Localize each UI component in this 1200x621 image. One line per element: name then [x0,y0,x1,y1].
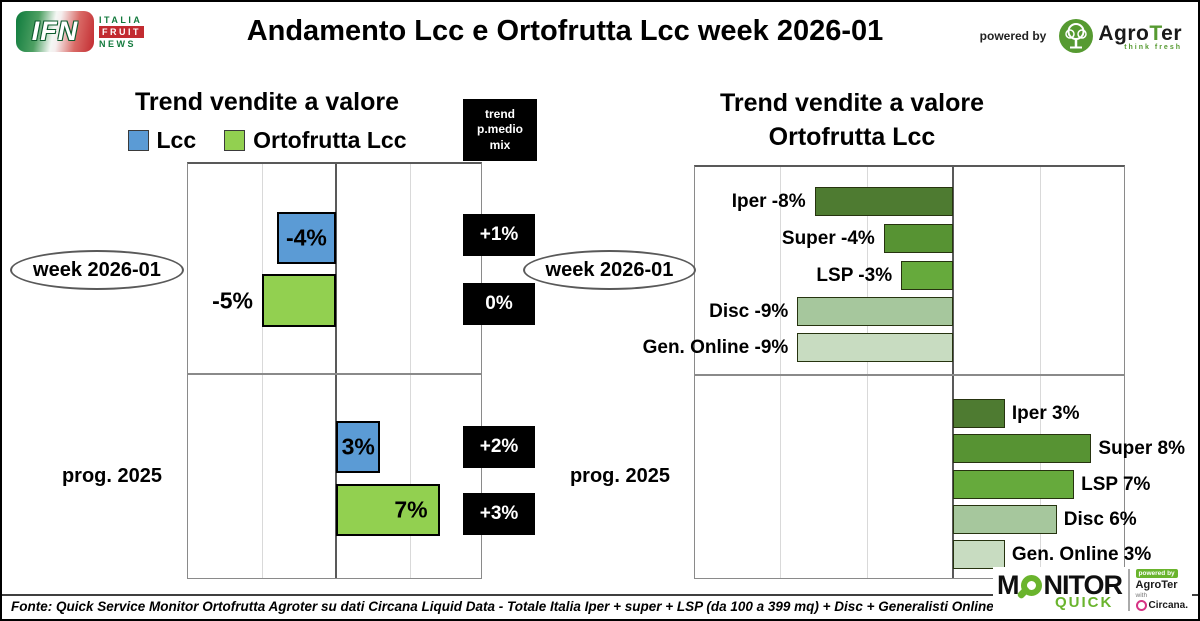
mq-agroter: AgroTer [1135,579,1178,591]
bar-ortofrutta-lcc [262,274,336,327]
legend-label-ortofrutta: Ortofrutta Lcc [253,127,407,153]
agroter-name: AgroTer [1098,21,1182,45]
trend-pmedio-mix-header: trend p.medio mix [463,99,537,161]
trend-pmedio-box: +2% [463,426,535,468]
ifn-wordmark: ITALIA FRUIT NEWS [99,15,144,49]
bar-category-label: Super 8% [1098,437,1185,459]
monitor-logo-credits: powered by AgroTer with Circana. [1135,569,1188,611]
bar-lcc [336,421,381,473]
trend-pmedio-box: 0% [463,283,535,325]
left-chart-plot-area: -4% -5% 3% 7% [187,162,482,579]
mq-powered-by: powered by [1135,569,1178,578]
ifn-logo: IFN ITALIA FRUIT NEWS [16,11,144,52]
left-chart-legend: Lcc Ortofrutta Lcc [87,127,447,154]
bar-disc [953,505,1057,534]
bar-disc [797,297,953,326]
powered-by-label: powered by [979,29,1047,43]
gridline [866,167,868,578]
legend-item-ortofrutta: Ortofrutta Lcc [224,127,406,154]
ifn-line-fruit: FRUIT [99,25,144,38]
gridline [780,167,781,578]
trend-pmedio-box: +1% [463,214,535,256]
agroter-logo: AgroTer think fresh [1058,18,1182,54]
bar-category-label: Super -4% [781,227,875,249]
pmedio-line-2: p.medio [476,122,523,137]
circana-logo: Circana. [1136,600,1188,611]
powered-by-block: powered by AgroTer think fresh [980,18,1182,54]
right-prog-label: prog. 2025 [569,465,671,487]
bar-category-label: Disc -9% [709,300,789,322]
right-chart-title-line1: Trend vendite a valore [720,89,984,117]
right-chart-title: Trend vendite a valore Ortofrutta Lcc [652,86,1052,154]
bar-category-label: LSP 7% [1081,473,1151,495]
source-note: Fonte: Quick Service Monitor Ortofrutta … [11,599,1030,614]
gridline [1039,167,1041,578]
right-chart-title-line2: Ortofrutta Lcc [768,123,936,151]
quick-word: QUICK [1055,593,1114,611]
monitor-logo-divider [1128,569,1130,611]
bar-lsp [953,470,1075,499]
trend-pmedio-box: +3% [463,493,535,535]
ifn-line-news: NEWS [99,38,136,49]
bar-category-label: Gen. Online -9% [642,336,789,358]
bar-ortofrutta-lcc [336,484,440,536]
zero-axis-line [335,164,337,578]
monitor-quick-wordmark: M NITOR QUICK [997,569,1124,611]
agroter-wordmark: AgroTer think fresh [1098,22,1182,51]
footer-divider [2,594,1198,596]
monitor-quick-logo: M NITOR QUICK powered by AgroTer with Ci… [993,567,1192,613]
left-prog-label: prog. 2025 [61,465,163,487]
page-title: Andamento Lcc e Ortofrutta Lcc week 2026… [246,15,884,47]
trend-pmedio-mix-column: +1% 0% +2% +3% [463,162,535,579]
bar-value-label: 7% [394,496,428,523]
gridline [262,164,263,578]
ifn-line-italia: ITALIA [99,14,143,25]
right-chart-plot-area: Iper -8% Super -4% LSP -3% Disc -9% Gen. Onl… [643,165,1185,579]
bar-category-label: Gen. Online 3% [1011,543,1152,565]
bar-iper [953,399,1005,428]
bar-super [953,434,1092,463]
bar-gen-online [953,540,1005,569]
bar-gen-online [797,333,953,362]
bar-lcc [276,212,336,264]
pmedio-line-3: mix [489,137,511,152]
bar-category-label: Disc 6% [1063,508,1137,530]
ortofrutta-swatch-icon [224,130,246,151]
section-divider [695,374,1124,376]
bar-lsp [901,261,953,290]
pmedio-line-1: trend [485,106,515,121]
zero-axis-line [952,167,954,578]
section-divider [188,373,481,375]
ifn-abbr: IFN [31,16,79,46]
right-week-label: week 2026-01 [523,250,696,290]
legend-item-lcc: Lcc [127,127,197,154]
bar-category-label: LSP -3% [816,264,893,286]
ifn-badge-icon: IFN [16,11,94,52]
monitor-word-nitor: NITOR [1043,569,1124,600]
bar-category-label: Iper -8% [731,190,806,212]
left-week-label: week 2026-01 [10,250,184,290]
monitor-word-m: M [997,569,1019,600]
mq-with: with [1135,592,1148,599]
lcc-swatch-icon [127,130,149,151]
legend-label-lcc: Lcc [156,127,197,153]
agroter-tagline: think fresh [1124,43,1182,51]
bar-value-label: 3% [341,433,375,460]
bar-value-label: -5% [212,287,253,313]
gridline [410,164,411,578]
bar-super [883,224,953,253]
bar-iper [814,187,953,216]
left-chart-title: Trend vendite a valore [135,88,399,116]
bar-value-label: -4% [285,224,327,251]
bar-category-label: Iper 3% [1011,402,1080,424]
magnifier-icon [1020,574,1042,596]
agroter-tree-icon [1059,19,1094,53]
